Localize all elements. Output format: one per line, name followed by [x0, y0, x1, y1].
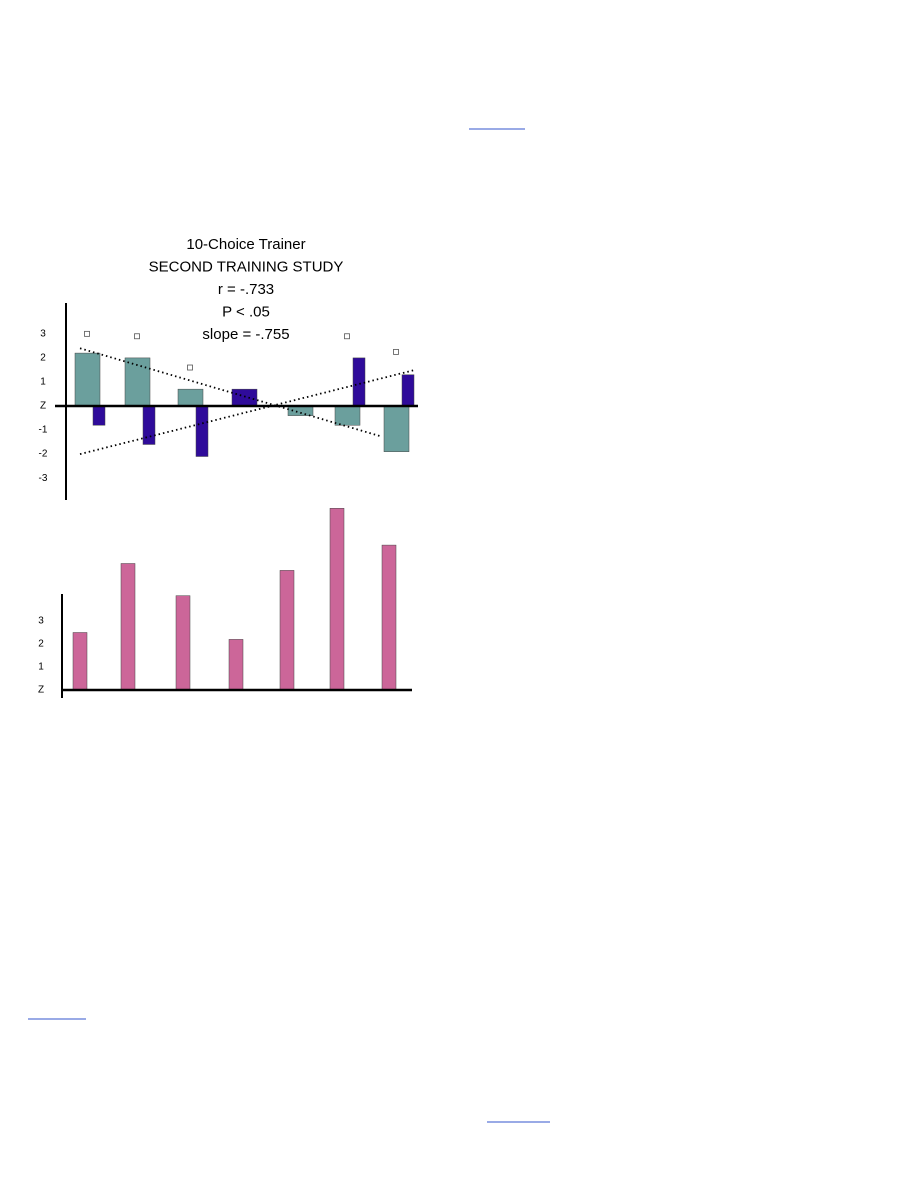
y-tick-label: -1	[39, 425, 48, 436]
chart-title: 10-Choice Trainer	[186, 236, 305, 253]
bar	[74, 352, 101, 407]
bar	[120, 563, 136, 691]
bar	[381, 544, 397, 691]
bar	[72, 632, 88, 691]
y-tick-label: 3	[40, 328, 46, 339]
y-tick-label: -3	[39, 473, 48, 484]
marker	[393, 348, 399, 355]
chart-title: P < .05	[222, 303, 270, 320]
bar	[124, 357, 151, 407]
y-tick-label: -2	[39, 449, 48, 460]
y-tick-label: 1	[38, 662, 44, 673]
y-tick-label: Z	[38, 685, 44, 696]
y-tick-label: Z	[40, 401, 46, 412]
chart-title: SECOND TRAINING STUDY	[149, 258, 344, 275]
marker	[84, 330, 90, 337]
bar	[177, 388, 204, 407]
y-tick-label: 2	[40, 353, 46, 364]
chart-title: slope = -.755	[202, 326, 289, 343]
bar	[231, 388, 258, 407]
bar	[383, 405, 410, 452]
bar	[329, 508, 345, 691]
y-tick-label: 2	[38, 639, 44, 650]
bar	[352, 357, 366, 407]
y-tick-label: 1	[40, 377, 46, 388]
bar	[92, 405, 106, 426]
marker	[134, 333, 140, 340]
chart-title: r = -.733	[218, 281, 274, 298]
marker	[344, 333, 350, 340]
bar	[228, 639, 244, 691]
bar	[401, 374, 415, 407]
marker	[187, 364, 193, 371]
bar	[175, 595, 191, 691]
y-tick-label: 3	[38, 616, 44, 627]
bar	[142, 405, 156, 445]
bar	[334, 405, 361, 426]
bar	[279, 570, 295, 691]
bar	[195, 405, 209, 457]
